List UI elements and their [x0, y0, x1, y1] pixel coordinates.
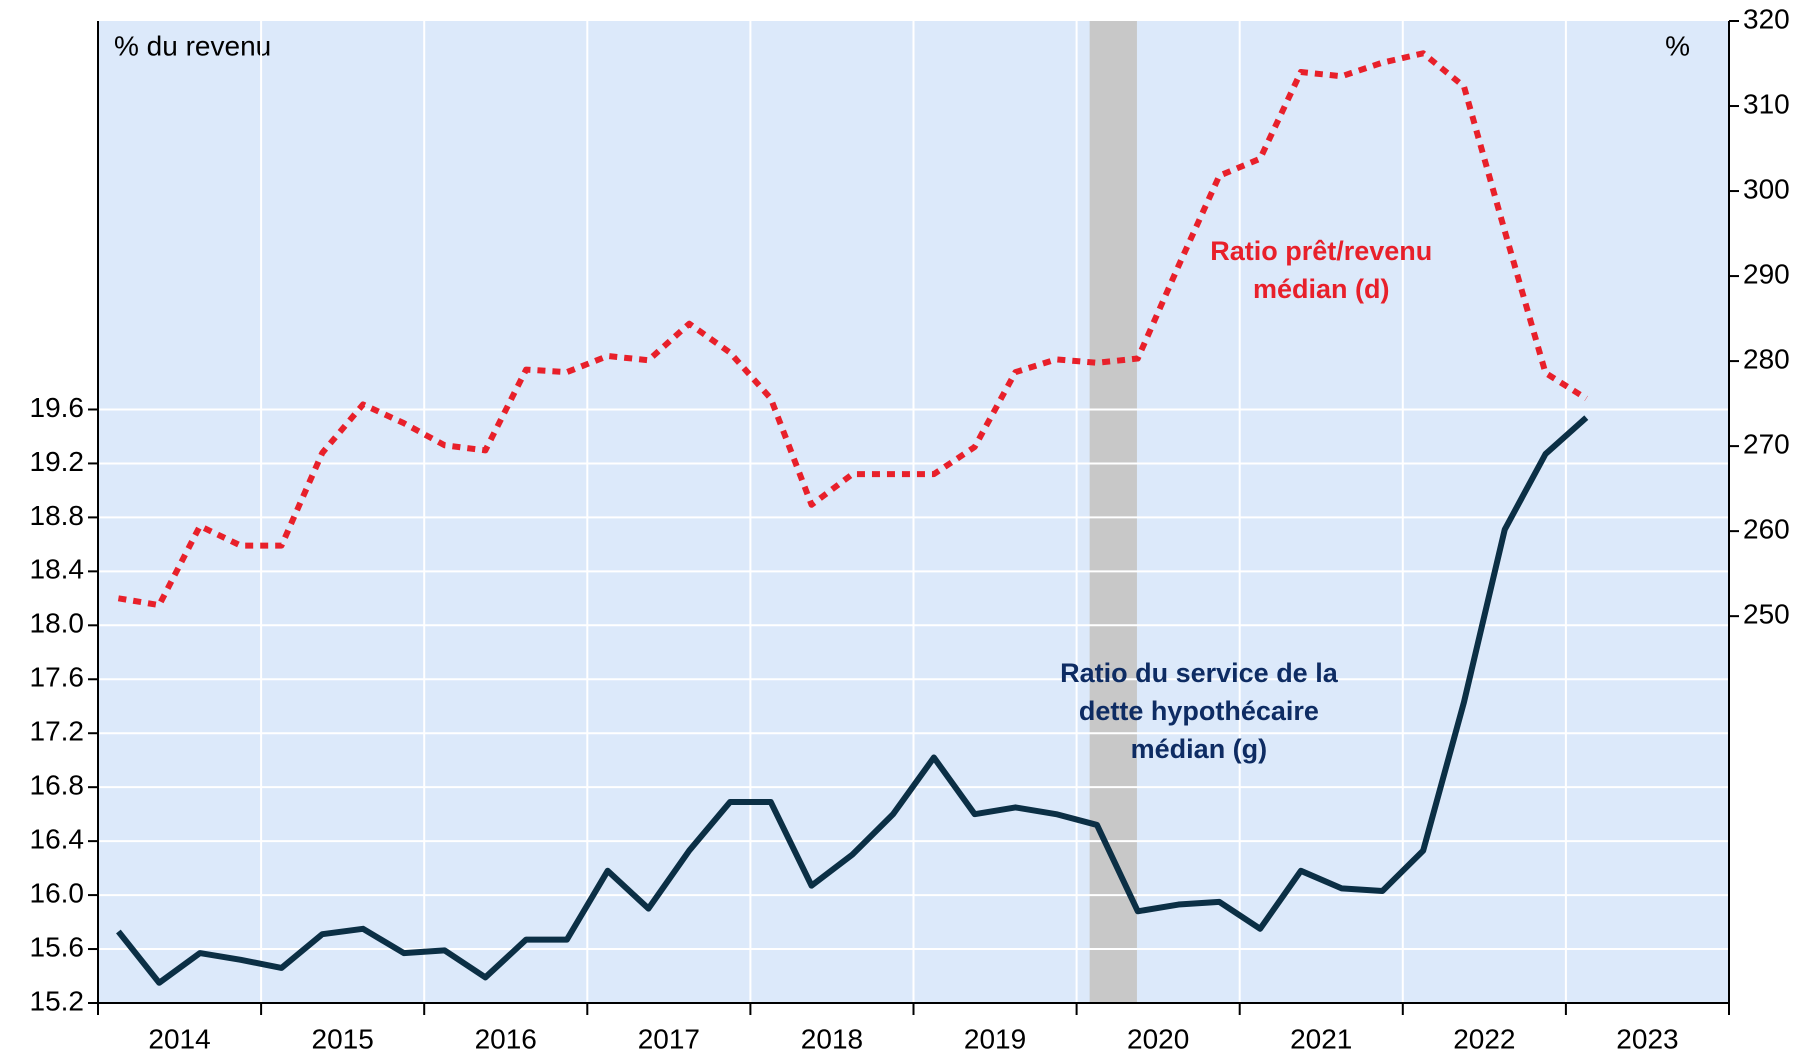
y-tick-label: 18.8 — [30, 500, 85, 531]
y-tick-label: 19.6 — [30, 392, 85, 423]
y-tick-label: 16.4 — [30, 824, 85, 855]
y2-tick-label: 260 — [1743, 514, 1790, 545]
x-tick-label: 2014 — [148, 1023, 210, 1054]
y2-tick-label: 280 — [1743, 343, 1790, 374]
recession-shade — [1089, 21, 1137, 1003]
x-tick-label: 2017 — [638, 1023, 700, 1054]
y2-tick-label: 320 — [1743, 3, 1790, 34]
y-tick-label: 17.6 — [30, 662, 85, 693]
y2-axis-label: % — [1665, 30, 1690, 61]
annotation: médian (g) — [1131, 734, 1268, 764]
annotation: Ratio prêt/revenu — [1210, 236, 1432, 266]
x-tick-label: 2019 — [964, 1023, 1026, 1054]
x-tick-label: 2020 — [1127, 1023, 1189, 1054]
y2-tick-label: 290 — [1743, 258, 1790, 289]
x-tick-label: 2021 — [1290, 1023, 1352, 1054]
x-tick-label: 2023 — [1616, 1023, 1678, 1054]
x-tick-label: 2016 — [475, 1023, 537, 1054]
series-line — [116, 415, 1589, 986]
y-tick-label: 16.0 — [30, 877, 85, 908]
annotation: médian (d) — [1253, 274, 1390, 304]
y2-tick-label: 300 — [1743, 173, 1790, 204]
series-line — [117, 50, 1588, 609]
x-tick-label: 2022 — [1453, 1023, 1515, 1054]
x-tick-label: 2015 — [312, 1023, 374, 1054]
y2-tick-label: 270 — [1743, 428, 1790, 459]
x-tick-label: 2018 — [801, 1023, 863, 1054]
y-tick-label: 18.0 — [30, 608, 85, 639]
y-tick-label: 16.8 — [30, 770, 85, 801]
y-axis-label: % du revenu — [114, 30, 271, 61]
y-tick-label: 15.2 — [30, 985, 85, 1016]
y-tick-label: 19.2 — [30, 446, 85, 477]
annotation: Ratio du service de la — [1060, 658, 1339, 688]
y-tick-label: 15.6 — [30, 931, 85, 962]
y2-tick-label: 250 — [1743, 599, 1790, 630]
y-tick-label: 18.4 — [30, 554, 85, 585]
annotation: dette hypothécaire — [1079, 696, 1319, 726]
y-tick-label: 17.2 — [30, 716, 85, 747]
y2-tick-label: 310 — [1743, 88, 1790, 119]
